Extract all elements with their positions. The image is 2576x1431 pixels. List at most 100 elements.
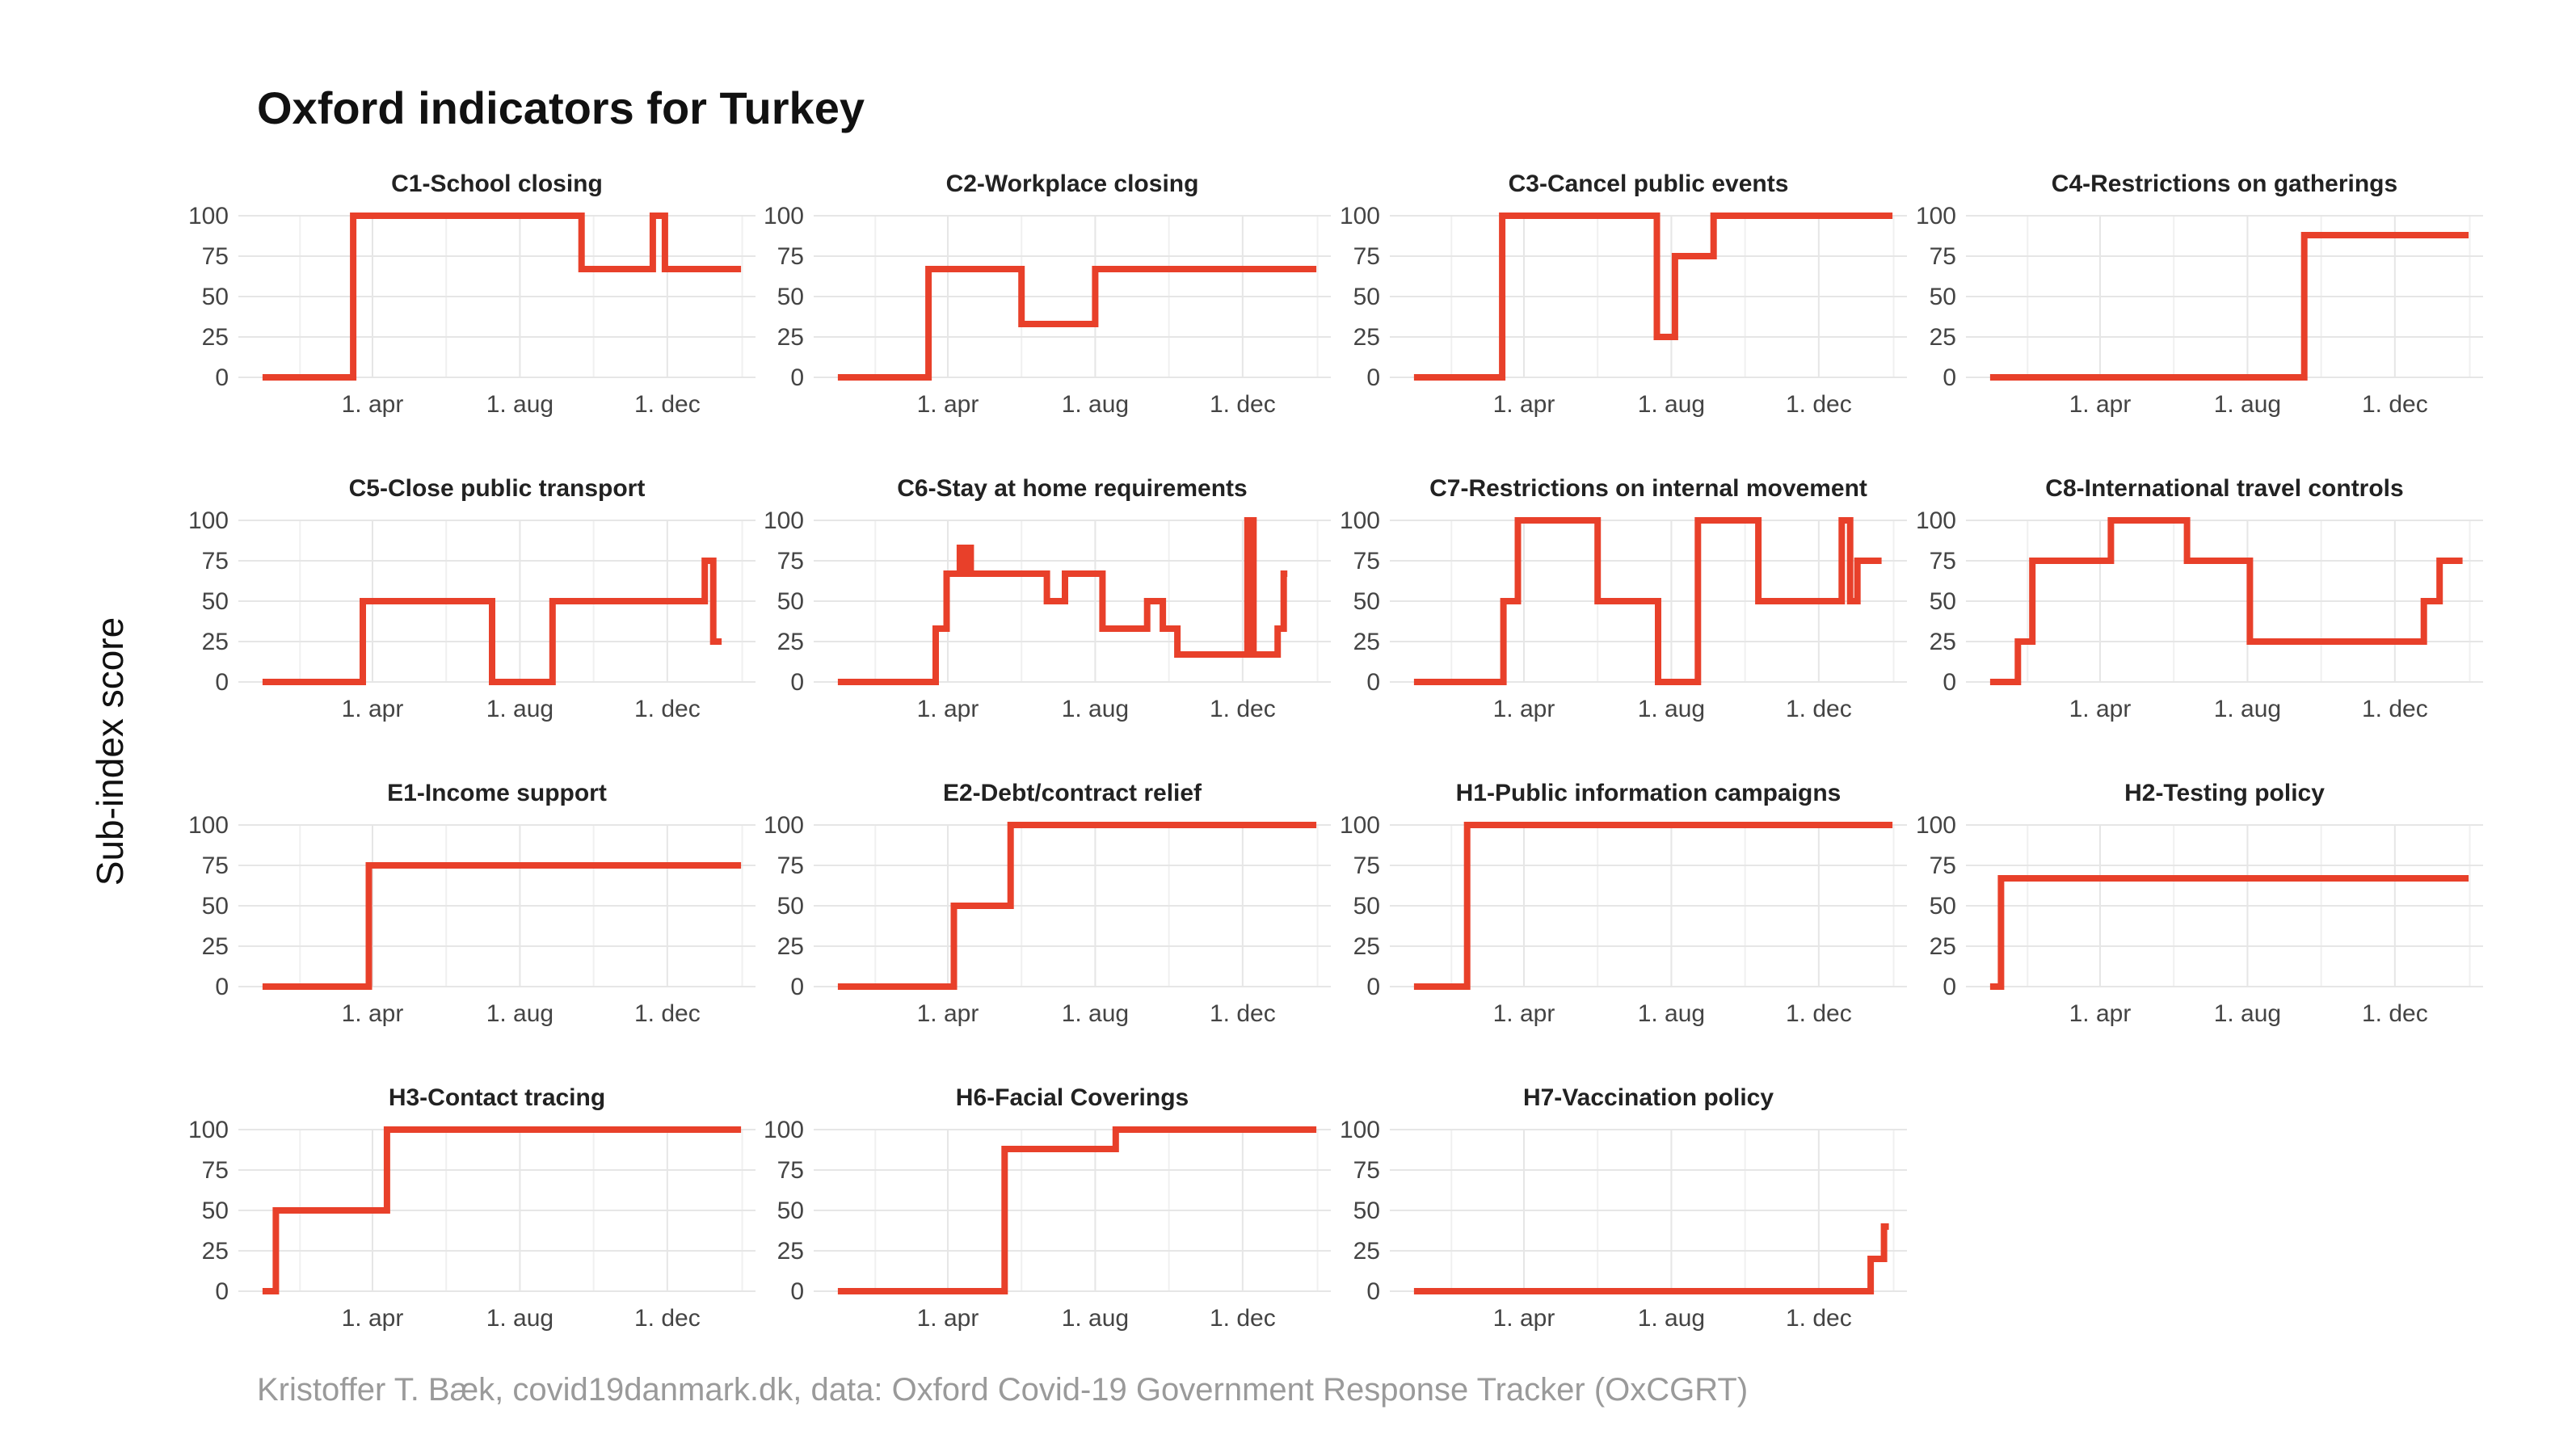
panel-title: E1-Income support [387, 780, 607, 806]
x-tick-label: 1. dec [2362, 391, 2428, 418]
y-tick-label: 100 [1340, 507, 1380, 534]
facet-panel: 0 25 50 75 100 1. apr 1. aug 1. dec C6-Stay at h… [764, 475, 1331, 722]
y-tick-label: 0 [1366, 1278, 1380, 1305]
y-tick-label: 50 [202, 1197, 229, 1224]
y-tick-label: 75 [777, 548, 804, 575]
y-tick-label: 100 [764, 507, 804, 534]
y-tick-label: 100 [188, 1117, 229, 1143]
facet-panel: 0 25 50 75 100 1. apr 1. aug 1. dec C5-Close pub… [188, 475, 756, 722]
x-tick-label: 1. aug [2214, 1000, 2281, 1027]
x-tick-label: 1. dec [1210, 696, 1276, 722]
series-line [262, 862, 742, 990]
panel-title: C4-Restrictions on gatherings [2052, 170, 2397, 197]
y-tick-label: 100 [188, 203, 229, 229]
facet-panel: 0 25 50 75 100 1. apr 1. aug 1. dec E1-Income su… [188, 780, 756, 1027]
y-tick-label: 50 [202, 284, 229, 310]
y-tick-label: 50 [1353, 1197, 1380, 1224]
panel-title: H2-Testing policy [2124, 780, 2325, 806]
panel-title: C1-School closing [391, 170, 603, 197]
x-tick-label: 1. dec [634, 391, 701, 418]
panel-title: H7-Vaccination policy [1523, 1084, 1774, 1111]
panel-title: C5-Close public transport [349, 475, 646, 502]
x-tick-label: 1. apr [342, 391, 404, 418]
y-tick-label: 50 [1353, 588, 1380, 615]
y-tick-label: 0 [790, 1278, 804, 1305]
panel-title: H3-Contact tracing [389, 1084, 605, 1111]
panels-container: 0 25 50 75 100 1. apr 1. aug 1. dec C1-School cl… [188, 170, 2483, 1332]
panel-title: H6-Facial Coverings [956, 1084, 1189, 1111]
facet-panel: 0 25 50 75 100 1. apr 1. aug 1. dec H6-Facial Co… [764, 1084, 1331, 1332]
y-tick-label: 25 [1353, 933, 1380, 960]
facet-panel: 0 25 50 75 100 1. apr 1. aug 1. dec H3-Contact t… [188, 1084, 756, 1332]
x-tick-label: 1. apr [2069, 1000, 2132, 1027]
y-tick-label: 100 [188, 507, 229, 534]
y-tick-label: 25 [202, 629, 229, 655]
x-tick-label: 1. aug [1638, 1305, 1705, 1332]
panel-title: H1-Public information campaigns [1456, 780, 1842, 806]
y-tick-label: 100 [188, 812, 229, 839]
y-tick-label: 0 [790, 669, 804, 696]
series-line [837, 517, 1288, 685]
y-tick-label: 100 [1340, 203, 1380, 229]
x-tick-label: 1. apr [2069, 391, 2132, 418]
y-tick-label: 100 [1916, 203, 1956, 229]
y-tick-label: 100 [764, 812, 804, 839]
y-tick-label: 25 [1353, 1238, 1380, 1265]
chart-title: Oxford indicators for Turkey [257, 82, 865, 133]
facet-panel: 0 25 50 75 100 1. apr 1. aug 1. dec E2-Debt/cont… [764, 780, 1331, 1027]
series-line [837, 822, 1317, 990]
y-tick-label: 75 [777, 243, 804, 270]
y-tick-label: 25 [777, 1238, 804, 1265]
series-line [1989, 517, 2463, 685]
x-tick-label: 1. dec [1210, 1000, 1276, 1027]
series-line [1413, 213, 1893, 381]
panel-title: C7-Restrictions on internal movement [1429, 475, 1867, 502]
y-tick-label: 75 [777, 852, 804, 879]
y-tick-label: 0 [1366, 974, 1380, 1000]
y-tick-label: 0 [1943, 974, 1956, 1000]
x-tick-label: 1. apr [917, 1305, 979, 1332]
facet-panel: 0 25 50 75 100 1. apr 1. aug 1. dec H7-Vaccinati… [1340, 1084, 1907, 1332]
x-tick-label: 1. dec [1786, 1305, 1852, 1332]
facet-panel: 0 25 50 75 100 1. apr 1. aug 1. dec C1-School cl… [188, 170, 756, 418]
y-tick-label: 75 [202, 852, 229, 879]
y-tick-label: 75 [1930, 243, 1956, 270]
x-tick-label: 1. dec [634, 1305, 701, 1332]
y-tick-label: 50 [1353, 284, 1380, 310]
y-tick-label: 75 [1930, 548, 1956, 575]
x-tick-label: 1. dec [1786, 696, 1852, 722]
x-tick-label: 1. aug [486, 391, 554, 418]
y-tick-label: 100 [1340, 812, 1380, 839]
x-tick-label: 1. apr [1493, 391, 1555, 418]
series-line [1989, 232, 2469, 381]
x-tick-label: 1. aug [1062, 1000, 1129, 1027]
y-tick-label: 100 [1340, 1117, 1380, 1143]
series-line [262, 558, 722, 685]
y-tick-label: 100 [764, 203, 804, 229]
x-tick-label: 1. dec [1210, 391, 1276, 418]
y-tick-label: 50 [202, 588, 229, 615]
x-tick-label: 1. aug [1062, 391, 1129, 418]
x-tick-label: 1. dec [2362, 1000, 2428, 1027]
y-tick-label: 75 [1930, 852, 1956, 879]
y-tick-label: 25 [777, 629, 804, 655]
x-tick-label: 1. dec [1786, 1000, 1852, 1027]
x-tick-label: 1. dec [634, 696, 701, 722]
y-tick-label: 75 [202, 243, 229, 270]
y-tick-label: 50 [1353, 893, 1380, 920]
x-tick-label: 1. aug [1638, 1000, 1705, 1027]
y-tick-label: 75 [1353, 243, 1380, 270]
panel-title: C8-International travel controls [2045, 475, 2403, 502]
y-tick-label: 50 [1930, 893, 1956, 920]
panel-title: C6-Stay at home requirements [897, 475, 1247, 502]
y-tick-label: 100 [764, 1117, 804, 1143]
y-tick-label: 0 [1366, 364, 1380, 391]
y-tick-label: 100 [1916, 507, 1956, 534]
y-tick-label: 50 [777, 588, 804, 615]
panel-title: E2-Debt/contract relief [943, 780, 1202, 806]
y-tick-label: 0 [790, 364, 804, 391]
series-line [1413, 517, 1882, 685]
x-tick-label: 1. aug [2214, 391, 2281, 418]
y-tick-label: 0 [215, 669, 229, 696]
series-line [837, 266, 1317, 381]
